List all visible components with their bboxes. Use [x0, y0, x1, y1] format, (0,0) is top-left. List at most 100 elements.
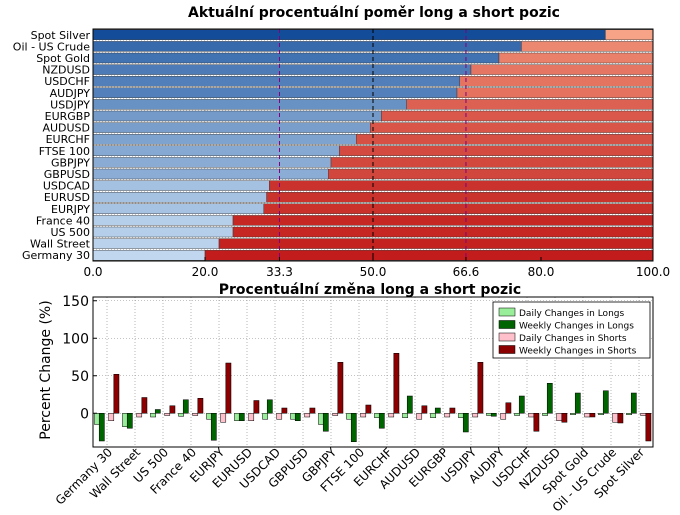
short-bar	[328, 168, 654, 180]
change-bar	[154, 409, 161, 414]
change-bar	[337, 362, 344, 414]
legend-box	[492, 301, 651, 359]
change-bar	[589, 413, 596, 418]
change-bar	[570, 413, 576, 415]
legend-swatch	[498, 345, 516, 354]
change-bar	[640, 413, 647, 416]
legend-label: Weekly Changes in Longs	[519, 322, 634, 332]
y-tick-label: 50	[71, 369, 89, 385]
change-bar	[421, 405, 428, 414]
change-bar	[393, 353, 400, 414]
x-tick-label: 100.0	[636, 265, 670, 279]
change-bar	[374, 413, 380, 418]
category-label: USDJPY	[50, 98, 90, 111]
bottom-chart-title: Procentuální změna long a short pozic	[219, 282, 521, 298]
change-bar	[378, 413, 385, 429]
bottom-plot-frame	[92, 296, 654, 448]
long-bar	[92, 168, 329, 180]
change-bar	[266, 399, 273, 414]
category-label: GBPUSD	[44, 168, 90, 181]
change-bar	[444, 413, 451, 418]
category-label: USDCHF	[44, 75, 90, 88]
change-bar	[449, 407, 456, 414]
short-bar	[269, 180, 654, 191]
long-bar	[92, 122, 371, 133]
change-bar	[617, 413, 624, 424]
x-tick-label: 50.0	[360, 265, 387, 279]
change-bar	[150, 413, 156, 418]
change-bar	[612, 413, 619, 423]
legend-label: Weekly Changes in Shorts	[519, 347, 637, 357]
long-bar	[92, 110, 382, 122]
change-bar	[234, 413, 240, 421]
change-bar	[574, 392, 581, 414]
change-bar	[430, 413, 436, 418]
long-bar	[92, 75, 460, 87]
change-bar	[626, 413, 632, 415]
x-tick-label: 20.0	[192, 265, 219, 279]
category-label: EURGBP	[45, 110, 91, 123]
change-bar	[206, 413, 212, 420]
long-bar	[92, 64, 472, 75]
change-bar	[360, 413, 367, 418]
change-bar	[294, 413, 301, 421]
long-bar	[92, 87, 458, 99]
change-bar	[108, 413, 115, 421]
long-bar	[92, 99, 407, 110]
long-bar	[92, 215, 234, 226]
change-bar	[388, 413, 395, 418]
category-label: EURUSD	[44, 191, 90, 204]
change-bar	[276, 413, 283, 420]
category-label: Oil - US Crude	[13, 40, 90, 53]
change-bar	[332, 413, 339, 416]
category-label: EURJPY	[51, 203, 90, 216]
x-tick-label: 33.3	[266, 265, 293, 279]
change-bar	[253, 400, 260, 414]
short-bar	[232, 215, 654, 226]
category-label: GBPJPY	[51, 156, 90, 169]
bottom-y-axis-label: Percent Change (%)	[38, 300, 54, 439]
change-bar	[514, 413, 520, 416]
change-bar	[192, 413, 199, 416]
legend-label: Daily Changes in Shorts	[519, 334, 627, 344]
change-bar	[486, 413, 492, 416]
x-tick-label: 80.0	[528, 265, 555, 279]
category-label: Germany 30	[22, 249, 90, 262]
long-bar	[92, 238, 220, 249]
change-bar	[225, 362, 232, 414]
change-bar	[98, 413, 105, 442]
category-label: FTSE 100	[39, 145, 90, 158]
category-label: AUDUSD	[42, 122, 90, 135]
change-bar	[416, 413, 423, 420]
short-bar	[459, 75, 654, 87]
short-bar	[381, 110, 654, 122]
change-bar	[598, 413, 604, 415]
change-bar	[472, 413, 479, 418]
change-bar	[178, 413, 184, 417]
short-bar	[456, 87, 654, 99]
change-bar	[477, 362, 484, 414]
change-bar	[630, 392, 637, 414]
change-bar	[182, 399, 189, 414]
long-bar	[92, 191, 267, 203]
change-bar	[561, 413, 568, 423]
short-bar	[356, 133, 654, 145]
change-bar	[602, 390, 609, 414]
long-bar	[92, 52, 500, 64]
change-bar	[402, 413, 408, 418]
short-bar	[266, 191, 654, 203]
change-bar	[309, 407, 316, 414]
short-bar	[370, 122, 654, 133]
legend: Daily Changes in Longs Weekly Changes in …	[492, 301, 651, 359]
change-bar	[458, 413, 464, 418]
change-bar	[141, 397, 148, 414]
category-label: Spot Gold	[36, 52, 90, 65]
change-bar	[584, 413, 591, 418]
change-bar	[262, 413, 268, 420]
change-bar	[126, 413, 133, 429]
short-bar	[330, 157, 654, 168]
category-label: France 40	[36, 214, 90, 227]
